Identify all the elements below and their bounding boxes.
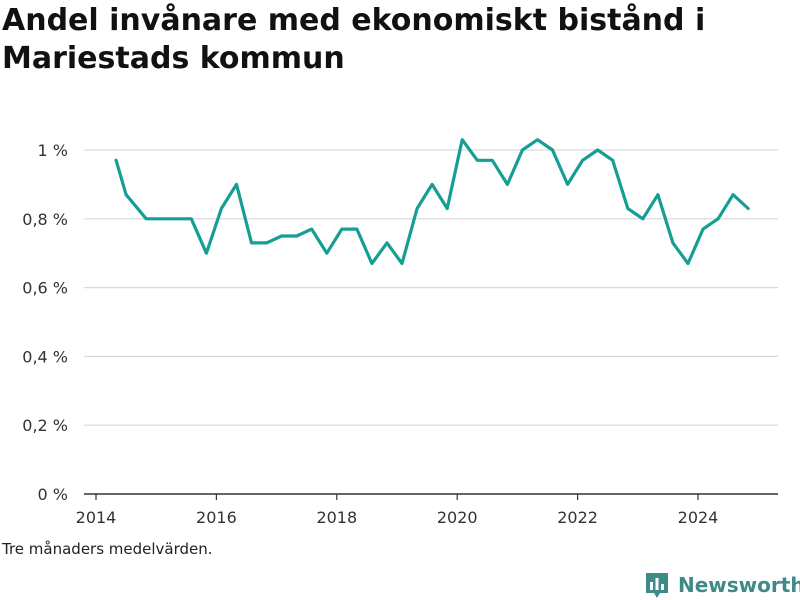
chart-title: Andel invånare med ekonomiskt bistånd i … — [2, 3, 706, 76]
series-line — [114, 138, 750, 266]
logo-text: Newsworthy — [678, 573, 800, 597]
y-axis-labels: 0 % 0,2 % 0,4 % 0,6 % 0,8 % 1 % — [22, 141, 68, 504]
series-layer — [114, 138, 750, 266]
x-tick-label: 2020 — [437, 508, 478, 527]
y-tick-label: 0,2 % — [22, 416, 68, 435]
y-tick-label: 0,4 % — [22, 347, 68, 366]
y-tick-label: 0,6 % — [22, 279, 68, 298]
x-tick-label: 2014 — [76, 508, 117, 527]
x-tick-label: 2022 — [557, 508, 598, 527]
y-tick-label: 0 % — [38, 485, 68, 504]
gridlines — [84, 149, 778, 426]
x-tick-label: 2016 — [196, 508, 237, 527]
newsworthy-logo[interactable]: Newsworthy — [644, 570, 800, 600]
x-tick-label: 2024 — [678, 508, 719, 527]
y-tick-label: 1 % — [38, 141, 68, 160]
newsworthy-logo-icon — [646, 573, 668, 598]
x-axis: 2014 2016 2018 2020 2022 2024 — [76, 493, 778, 527]
y-tick-label: 0,8 % — [22, 210, 68, 229]
x-tick-label: 2018 — [316, 508, 357, 527]
footnote: Tre månaders medelvärden. — [2, 540, 213, 558]
